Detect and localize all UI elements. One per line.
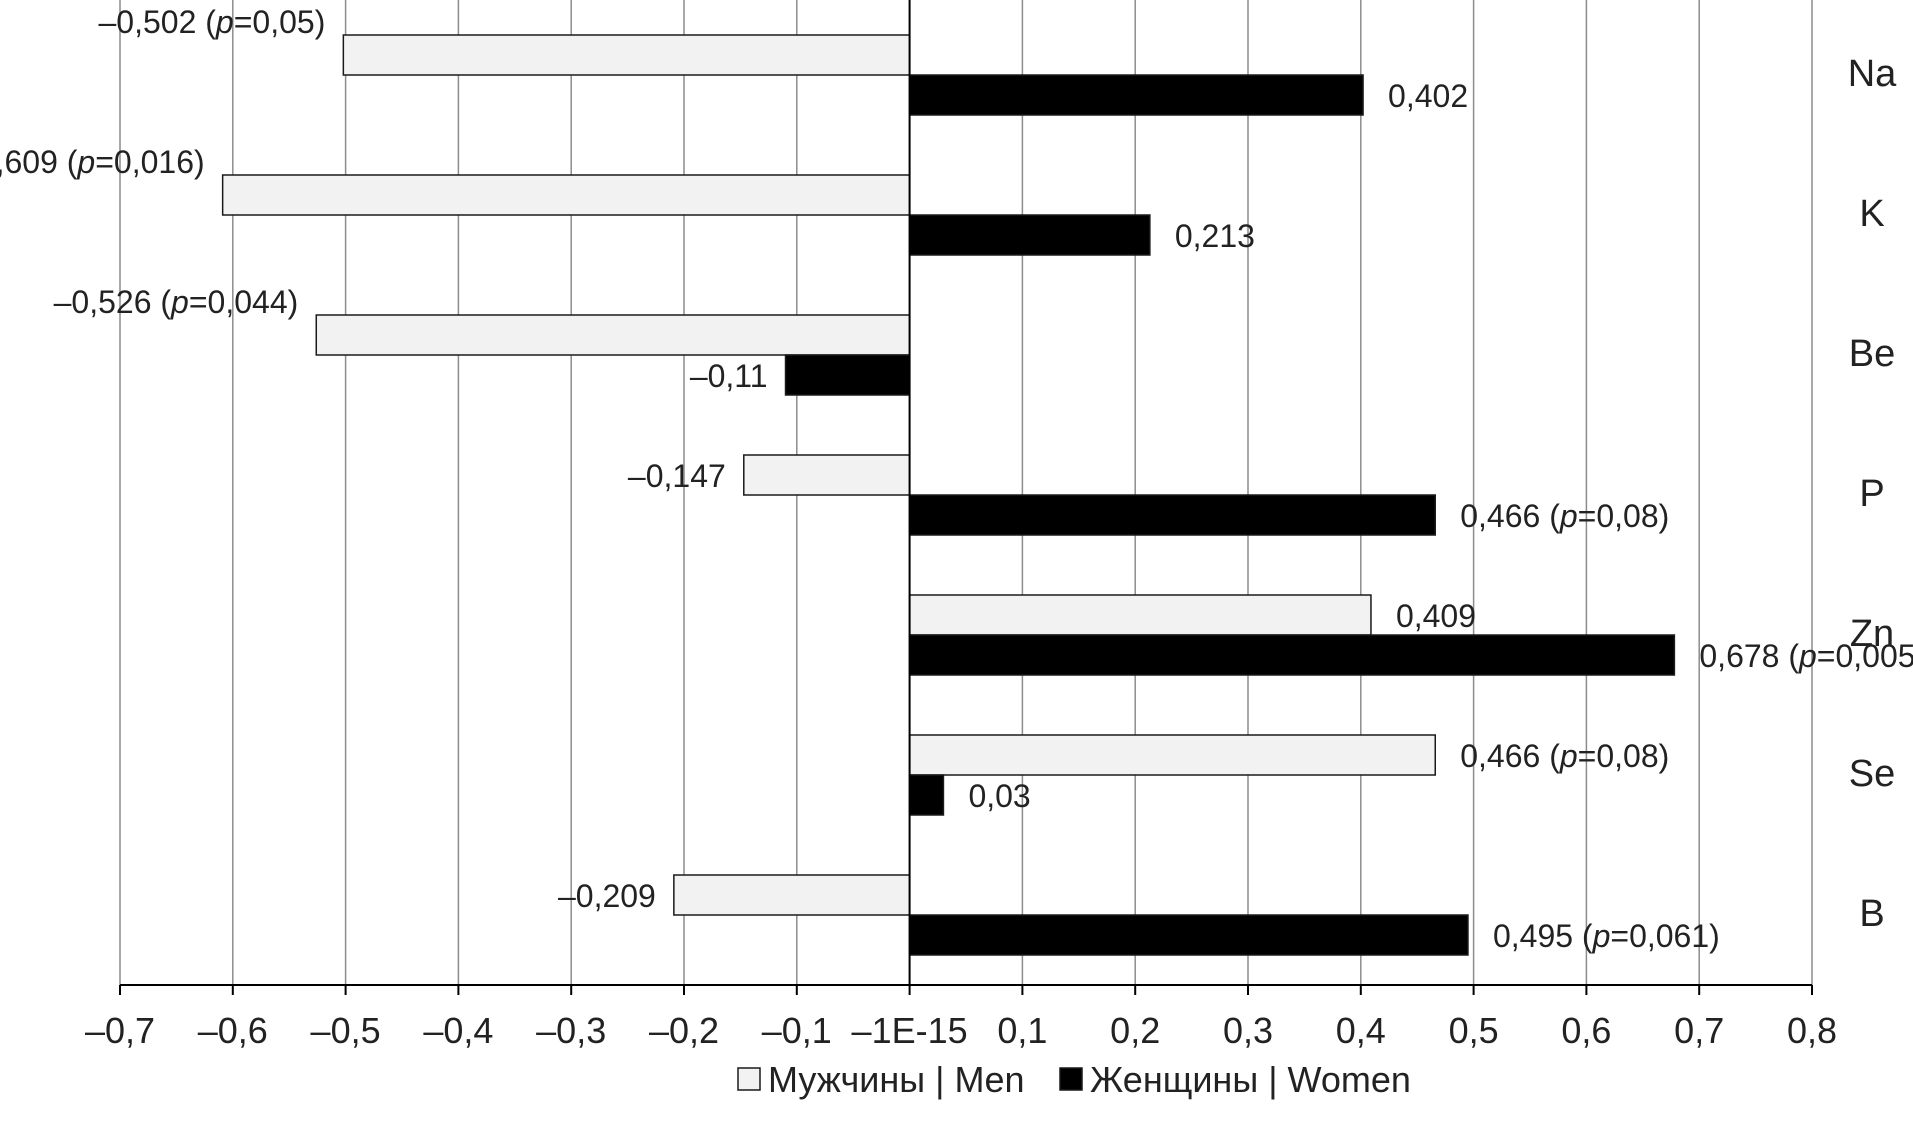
- x-tick-label: 0,5: [1449, 1010, 1499, 1051]
- data-label-women-na: 0,402: [1388, 78, 1468, 114]
- data-label-women-se: 0,03: [968, 778, 1030, 814]
- data-label-men-k: –0,609 (p=0,016): [0, 144, 205, 180]
- bar-men-p: [743, 454, 911, 496]
- x-tick-label: 0,6: [1561, 1010, 1611, 1051]
- bar-women-na: [908, 74, 1364, 116]
- bar-men-se: [908, 734, 1436, 776]
- category-label-k: K: [1859, 193, 1884, 235]
- legend-label-men: Мужчины | Men: [768, 1059, 1024, 1100]
- bar-men-zn: [908, 594, 1372, 636]
- x-tick-label: –0,6: [198, 1010, 268, 1051]
- category-labels: Na K Be P Zn Se B: [1848, 53, 1897, 935]
- bar-women-k: [908, 214, 1151, 256]
- legend: Мужчины | Men Женщины | Women: [737, 1059, 1411, 1100]
- bars: [221, 34, 1676, 956]
- legend-swatch-women: [1059, 1067, 1083, 1091]
- x-tick-label: –0,1: [762, 1010, 832, 1051]
- data-label-men-be: –0,526 (p=0,044): [54, 284, 299, 320]
- category-label-p: P: [1859, 473, 1884, 515]
- bar-men-na: [342, 34, 911, 76]
- x-tick-label: –0,2: [649, 1010, 719, 1051]
- x-tick-label: 0,2: [1110, 1010, 1160, 1051]
- data-label-men-se: 0,466 (p=0,08): [1460, 738, 1669, 774]
- legend-label-women: Женщины | Women: [1090, 1059, 1411, 1100]
- bar-men-be: [315, 314, 911, 356]
- bar-women-be: [784, 354, 911, 396]
- x-tick-label: 0,7: [1674, 1010, 1724, 1051]
- data-label-men-p: –0,147: [628, 458, 726, 494]
- x-tick-label: 0,8: [1787, 1010, 1837, 1051]
- data-label-women-b: 0,495 (p=0,061): [1493, 918, 1720, 954]
- bar-men-b: [673, 874, 911, 916]
- bar-women-se: [908, 774, 945, 816]
- data-label-men-b: –0,209: [558, 878, 656, 914]
- category-label-zn: Zn: [1850, 613, 1894, 655]
- bar-women-zn: [908, 634, 1676, 676]
- x-tick-label: –0,4: [423, 1010, 493, 1051]
- category-label-b: B: [1859, 893, 1884, 935]
- bar-women-p: [908, 494, 1436, 536]
- category-label-na: Na: [1848, 53, 1897, 95]
- x-tick-label: –0,3: [536, 1010, 606, 1051]
- data-label-men-zn: 0,409: [1396, 598, 1476, 634]
- gridlines: [119, 0, 1813, 985]
- x-tick-label: 0,4: [1336, 1010, 1386, 1051]
- x-tick-label: –0,5: [311, 1010, 381, 1051]
- x-tick-label: –0,7: [85, 1010, 155, 1051]
- x-axis: –0,7 –0,6 –0,5 –0,4 –0,3 –0,2 –0,1 –1E-15 0,1 0,2…: [85, 0, 1837, 1051]
- data-label-women-zn: 0,678 (p=0,005): [1699, 638, 1913, 674]
- data-label-women-p: 0,466 (p=0,08): [1460, 498, 1669, 534]
- bar-men-k: [221, 174, 911, 216]
- data-label-men-na: –0,502 (p=0,05): [99, 4, 326, 40]
- x-tick-label: –1E-15: [852, 1010, 968, 1051]
- category-label-be: Be: [1849, 333, 1895, 375]
- bar-women-b: [908, 914, 1469, 956]
- category-label-se: Se: [1849, 753, 1895, 795]
- x-tick-label: 0,1: [997, 1010, 1047, 1051]
- data-labels: –0,502 (p=0,05) 0,402 –0,609 (p=0,016) 0,21…: [0, 4, 1913, 954]
- data-label-women-k: 0,213: [1175, 218, 1255, 254]
- data-label-women-be: –0,11: [690, 358, 768, 394]
- legend-swatch-men: [737, 1067, 761, 1091]
- x-tick-label: 0,3: [1223, 1010, 1273, 1051]
